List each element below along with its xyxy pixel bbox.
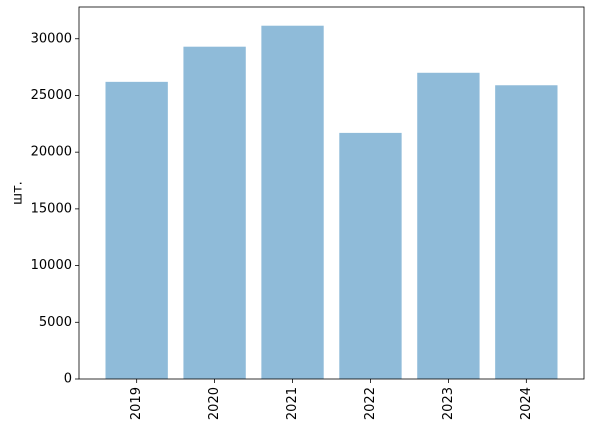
y-tick-label: 30000 bbox=[31, 31, 72, 46]
x-tick-label: 2019 bbox=[129, 387, 144, 420]
bar bbox=[261, 25, 324, 380]
bar bbox=[495, 85, 558, 379]
bar bbox=[339, 132, 402, 379]
x-tick-label: 2020 bbox=[207, 387, 222, 420]
y-tick-label: 25000 bbox=[31, 88, 72, 103]
x-tick-label: 2024 bbox=[519, 387, 534, 420]
x-tick-label: 2023 bbox=[441, 387, 456, 420]
bar bbox=[105, 81, 168, 379]
y-axis-label: шт. bbox=[11, 181, 26, 205]
y-tick-label: 20000 bbox=[31, 145, 72, 160]
x-tick-label: 2021 bbox=[285, 387, 300, 420]
bar bbox=[417, 72, 480, 379]
bar bbox=[183, 46, 246, 379]
y-tick-label: 15000 bbox=[31, 201, 72, 216]
y-tick-label: 10000 bbox=[31, 258, 72, 273]
x-tick-label: 2022 bbox=[363, 387, 378, 420]
plot-frame bbox=[78, 6, 585, 380]
y-tick-label: 0 bbox=[64, 372, 72, 387]
y-tick-label: 5000 bbox=[39, 315, 72, 330]
